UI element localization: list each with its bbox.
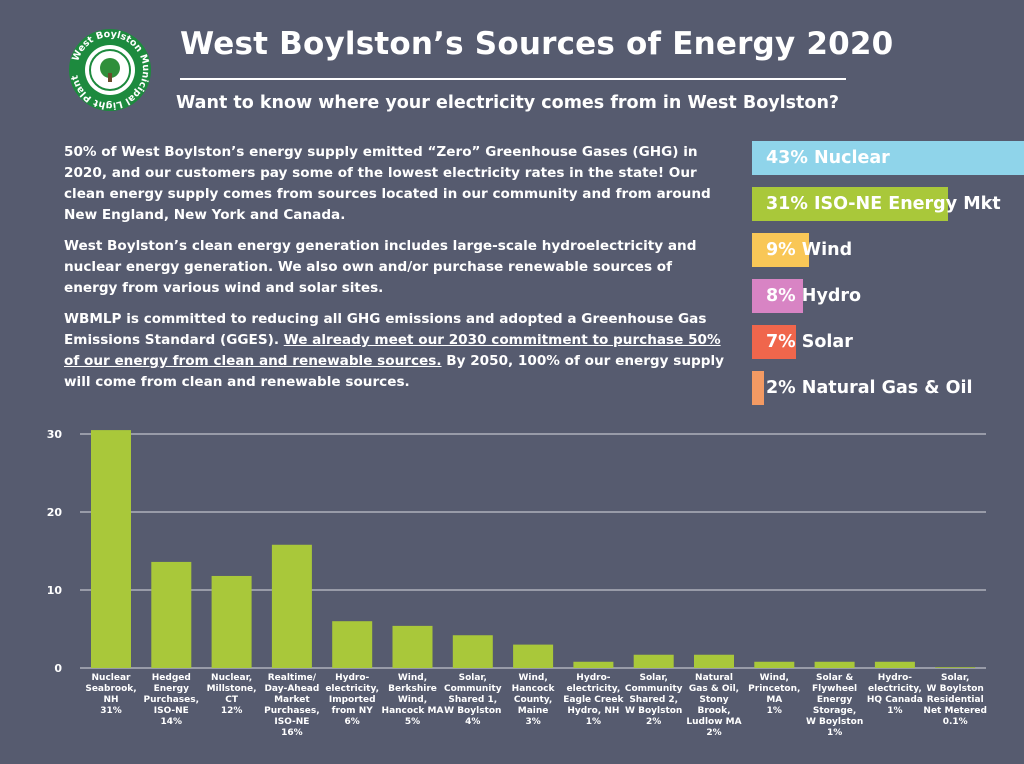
- x-tick-label-13: Hydro-electricity, HQ Canada 1%: [867, 673, 923, 716]
- page-title: West Boylston’s Sources of Energy 2020: [180, 26, 894, 62]
- page-subtitle: Want to know where your electricity come…: [176, 93, 840, 113]
- x-tick-label-4: Hydro-electricity, Imported from NY 6%: [325, 673, 379, 727]
- bar-8: [573, 661, 614, 668]
- bar-6: [452, 635, 493, 668]
- bar-4: [332, 621, 373, 668]
- y-tick-label: 20: [47, 506, 63, 519]
- intro-text: 50% of West Boylston’s energy supply emi…: [64, 142, 724, 403]
- bar-12: [814, 661, 855, 668]
- title-underline: [180, 78, 846, 80]
- bar-3: [271, 544, 312, 668]
- bar-0: [91, 430, 131, 668]
- x-tick-label-14: Solar, W Boylston Residential Net Metered 0.…: [923, 673, 987, 727]
- bar-1: [151, 561, 192, 668]
- bar-2: [211, 575, 252, 668]
- goal-text: By 2050, 100% of our energy supply will …: [64, 353, 724, 390]
- legend-item-2: 9% Wind: [752, 233, 852, 267]
- legend-item-4: 7% Solar: [752, 325, 853, 359]
- bar-10: [694, 654, 734, 668]
- bar-9: [633, 654, 674, 668]
- x-tick-label-3: Realtime/Day-Ahead Market Purchases, ISO-NE…: [264, 673, 320, 738]
- intro-paragraph-3: WBMLP is committed to reducing all GHG e…: [64, 309, 724, 393]
- bar-11: [754, 661, 795, 668]
- x-tick-label-0: Nuclear Seabrook, NH 31%: [85, 673, 136, 716]
- legend-item-1: 31% ISO-NE Energy Mkt: [752, 187, 1001, 221]
- wbmlp-logo: West Boylston Municipal Light Plant: [69, 29, 151, 111]
- legend-item-5: 2% Natural Gas & Oil: [752, 371, 992, 405]
- energy-sources-bar-chart: 0 10 20 30 Nuclear Seabrook, NH 31%Hedged Energy…: [47, 428, 987, 738]
- legend-item-0: 43% Nuclear: [752, 141, 1024, 175]
- y-tick-label: 30: [47, 428, 63, 441]
- x-tick-label-2: Nuclear, Millstone, CT 12%: [207, 673, 257, 716]
- x-tick-label-1: Hedged Energy Purchases, ISO-NE 14%: [144, 673, 200, 727]
- x-tick-label-9: Solar, Community Shared 2, W Boylston 2%: [625, 673, 683, 727]
- legend-item-3: 8% Hydro: [752, 279, 861, 313]
- commitment-highlight: We already meet our 2030 commitment to p…: [64, 332, 721, 369]
- intro-paragraph-2: West Boylston’s clean energy generation …: [64, 238, 697, 296]
- y-tick-label: 10: [47, 584, 63, 597]
- x-tick-label-12: Solar & Flywheel Energy Storage, W Boylston 1…: [806, 673, 863, 738]
- x-tick-label-8: Hydro-electricity, Eagle Creek Hydro, NH 1%: [563, 673, 624, 727]
- x-tick-label-5: Wind, Berkshire Wind, Hancock MA 5%: [382, 673, 444, 727]
- bar-7: [513, 644, 554, 668]
- bar-13: [874, 661, 915, 668]
- x-tick-label-10: Natural Gas & Oil, Stony Brook, Ludlow MA 2%: [686, 673, 741, 738]
- x-tick-label-6: Solar, Community Shared 1, W Boylston 4%: [444, 673, 502, 727]
- bar-5: [392, 625, 433, 668]
- intro-paragraph-1: 50% of West Boylston’s energy supply emi…: [64, 144, 711, 223]
- commitment-text: WBMLP is committed to reducing all GHG e…: [64, 311, 707, 348]
- x-tick-label-11: Wind, Princeton, MA 1%: [748, 673, 800, 716]
- x-tick-label-7: Wind, Hancock County, Maine 3%: [512, 673, 556, 727]
- bar-14: [935, 667, 976, 668]
- y-tick-label: 0: [54, 662, 62, 675]
